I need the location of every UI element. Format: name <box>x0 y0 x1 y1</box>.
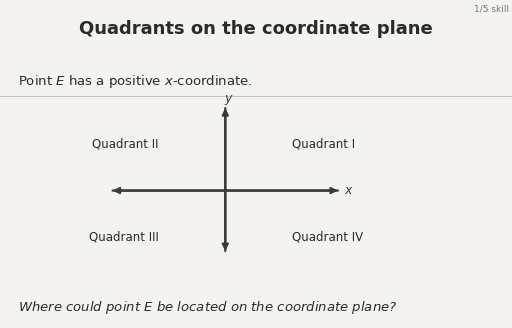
Text: Quadrants on the coordinate plane: Quadrants on the coordinate plane <box>79 20 433 38</box>
Text: 1/5 skill: 1/5 skill <box>474 4 509 13</box>
Text: Quadrant III: Quadrant III <box>89 231 159 244</box>
Text: Quadrant I: Quadrant I <box>292 137 355 150</box>
Text: $y$: $y$ <box>224 93 234 107</box>
Text: Where could point $E$ be located on the coordinate plane?: Where could point $E$ be located on the … <box>18 299 397 316</box>
Text: Quadrant II: Quadrant II <box>92 137 159 150</box>
Text: Quadrant IV: Quadrant IV <box>292 231 363 244</box>
Text: Point $E$ has a positive $x$-coordinate.: Point $E$ has a positive $x$-coordinate. <box>18 73 252 91</box>
Text: $x$: $x$ <box>344 184 354 197</box>
